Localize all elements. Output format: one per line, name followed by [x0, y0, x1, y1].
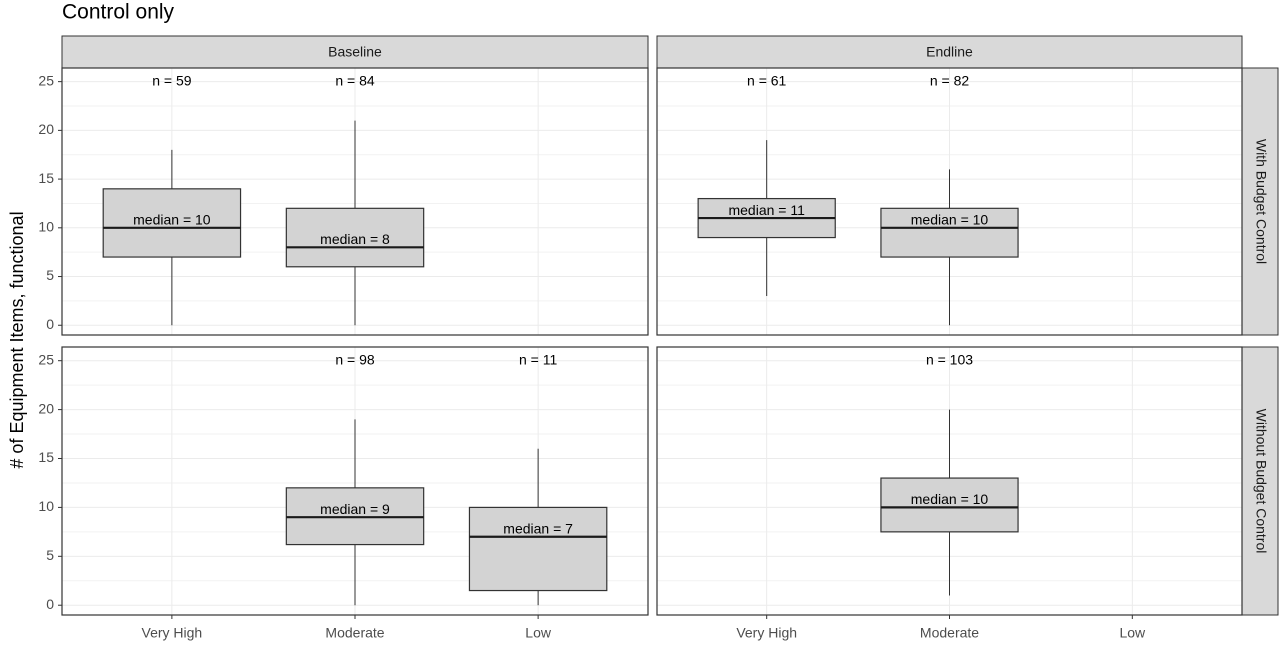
x-tick-label: Very High	[736, 625, 797, 641]
facet-label: With Budget Control	[1253, 139, 1269, 264]
x-tick-label: Moderate	[325, 625, 384, 641]
median-label: median = 7	[503, 520, 573, 536]
y-tick-label: 15	[38, 449, 54, 465]
median-label: median = 10	[911, 212, 989, 228]
box	[102, 188, 242, 258]
y-axis-label: # of Equipment Items, functional	[7, 211, 27, 468]
n-label: n = 82	[930, 73, 970, 89]
y-tick-label: 0	[46, 316, 54, 332]
median-label: median = 10	[911, 491, 989, 507]
facet-strip	[1241, 67, 1279, 336]
y-tick-label: 0	[46, 596, 54, 612]
n-label: n = 61	[747, 73, 787, 89]
facet-strip	[1241, 346, 1279, 616]
panel-border	[61, 67, 649, 336]
facet-label: Baseline	[328, 44, 382, 60]
n-label: n = 59	[152, 73, 192, 89]
x-tick-label: Low	[1119, 625, 1146, 641]
y-tick-label: 5	[46, 267, 54, 283]
x-tick-label: Very High	[142, 625, 203, 641]
facet-strip	[61, 35, 649, 69]
box	[880, 207, 1019, 258]
facet-strip	[656, 35, 1243, 69]
median-label: median = 10	[133, 212, 211, 228]
y-tick-label: 20	[38, 400, 54, 416]
y-tick-label: 10	[38, 219, 54, 235]
panel-border	[656, 67, 1243, 336]
box	[880, 477, 1019, 533]
n-label: n = 11	[519, 352, 557, 368]
n-label: n = 84	[335, 73, 375, 89]
y-tick-label: 15	[38, 170, 54, 186]
y-tick-label: 20	[38, 121, 54, 137]
box	[468, 506, 608, 592]
median-label: median = 9	[320, 501, 390, 517]
facet-label: Without Budget Control	[1253, 409, 1269, 554]
facet-label: Endline	[926, 44, 973, 60]
chart-title: Control only	[62, 1, 175, 24]
box	[285, 207, 425, 268]
x-tick-label: Low	[525, 625, 552, 641]
y-tick-label: 25	[38, 351, 54, 367]
y-tick-label: 25	[38, 72, 54, 88]
median-label: median = 11	[728, 202, 805, 218]
median-label: median = 8	[320, 231, 390, 247]
y-tick-label: 5	[46, 547, 54, 563]
y-tick-label: 10	[38, 498, 54, 514]
n-label: n = 103	[926, 352, 973, 368]
x-tick-label: Moderate	[920, 625, 979, 641]
n-label: n = 98	[335, 352, 375, 368]
